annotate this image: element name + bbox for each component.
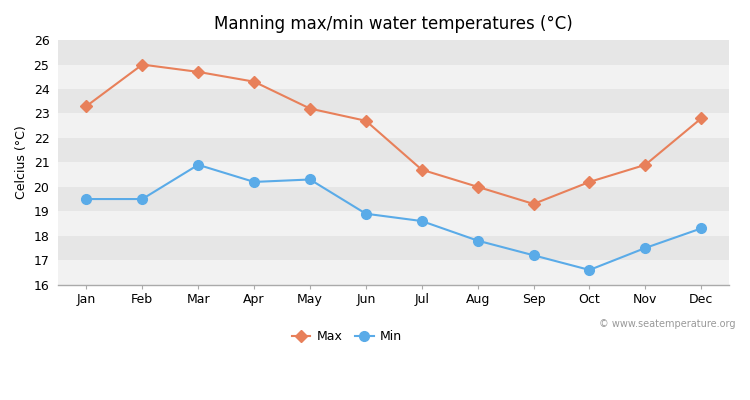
Max: [697, 116, 706, 121]
Max: [82, 104, 91, 108]
Line: Max: Max: [82, 60, 706, 208]
Min: [585, 268, 594, 272]
Max: [138, 62, 147, 67]
Min: [250, 180, 259, 184]
Min: [640, 246, 650, 250]
Min: [529, 253, 538, 258]
Bar: [58, 64, 729, 89]
Bar: [58, 211, 729, 236]
Max: [305, 106, 314, 111]
Max: [362, 118, 370, 123]
Bar: [58, 40, 729, 64]
Max: [585, 180, 594, 184]
Bar: [58, 138, 729, 162]
Bar: [58, 89, 729, 114]
Min: [82, 197, 91, 202]
Title: Manning max/min water temperatures (°C): Manning max/min water temperatures (°C): [214, 15, 573, 33]
Bar: [58, 260, 729, 285]
Min: [362, 211, 370, 216]
Max: [640, 162, 650, 167]
Bar: [58, 114, 729, 138]
Bar: [58, 187, 729, 211]
Min: [473, 238, 482, 243]
Max: [529, 202, 538, 206]
Bar: [58, 236, 729, 260]
Max: [250, 79, 259, 84]
Line: Min: Min: [82, 160, 706, 275]
Bar: [58, 162, 729, 187]
Min: [417, 219, 426, 224]
Min: [138, 197, 147, 202]
Max: [473, 184, 482, 189]
Text: © www.seatemperature.org: © www.seatemperature.org: [599, 319, 736, 329]
Min: [194, 162, 202, 167]
Max: [194, 70, 202, 74]
Min: [305, 177, 314, 182]
Legend: Max, Min: Max, Min: [286, 325, 407, 348]
Y-axis label: Celcius (°C): Celcius (°C): [15, 126, 28, 199]
Max: [417, 167, 426, 172]
Min: [697, 226, 706, 231]
